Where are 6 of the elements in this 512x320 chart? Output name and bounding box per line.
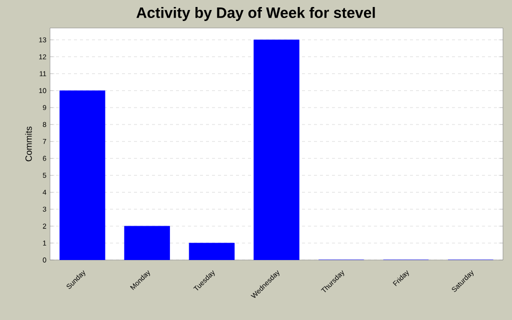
y-axis-title: Commits	[25, 126, 32, 162]
bar	[124, 226, 170, 260]
bar	[254, 40, 300, 260]
bar	[188, 242, 235, 260]
bar	[60, 90, 106, 260]
chart-title: Activity by Day of Week for stevel	[136, 7, 375, 21]
